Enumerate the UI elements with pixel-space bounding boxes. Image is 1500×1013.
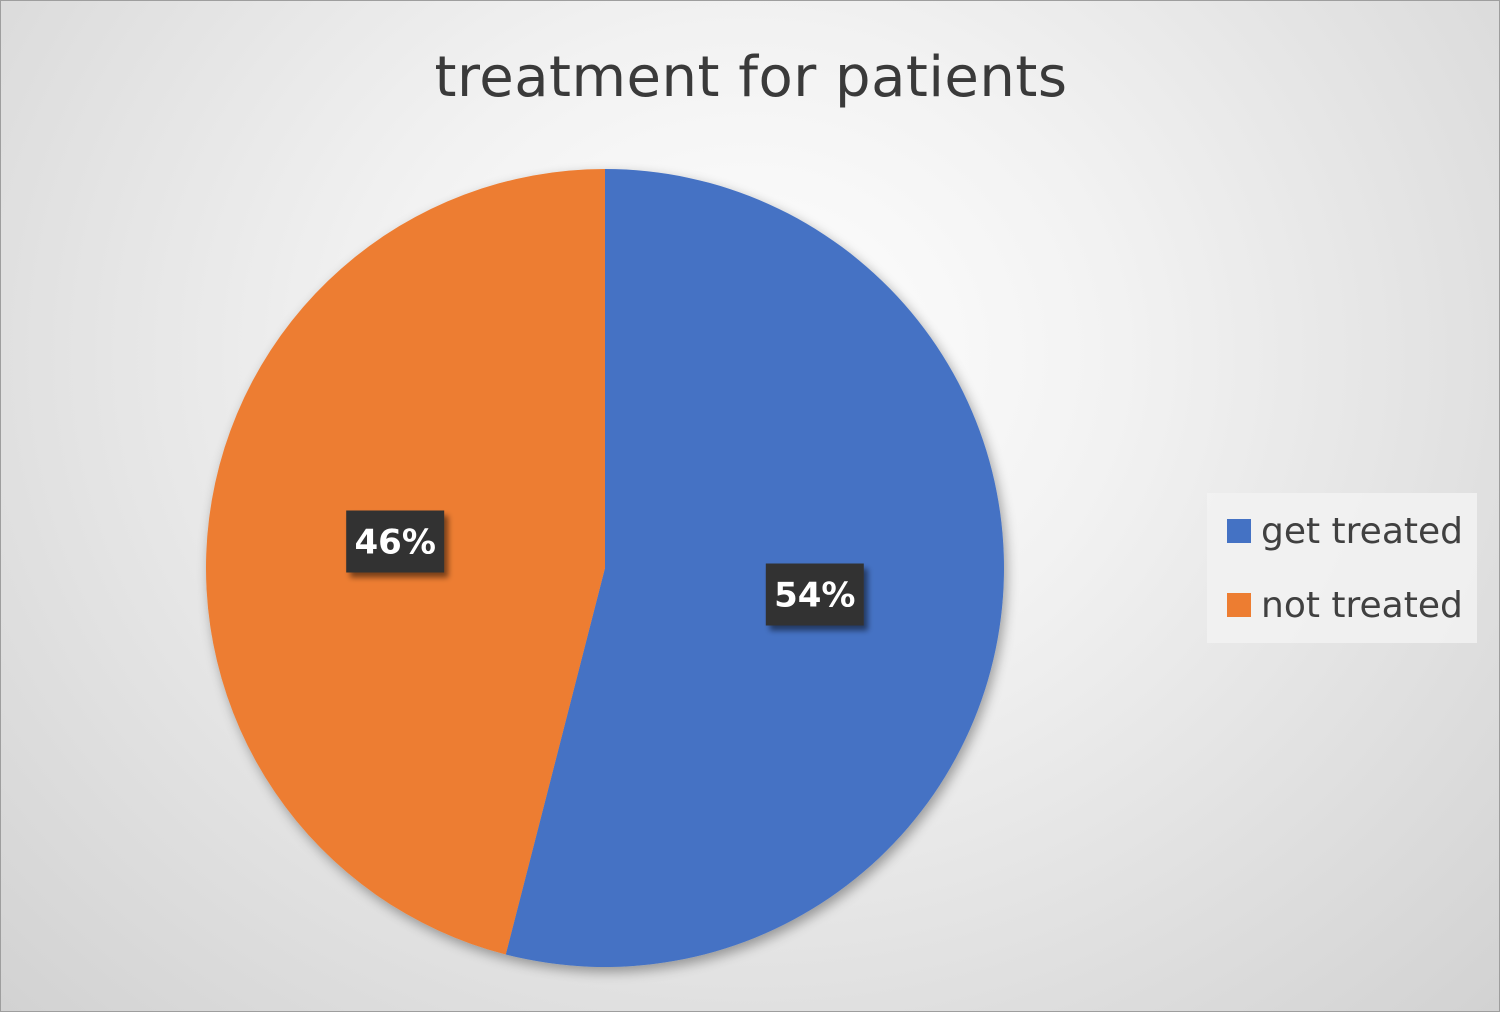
legend: get treated not treated: [1207, 493, 1477, 643]
pie-slice-get-treated: [505, 169, 1004, 967]
legend-item-not-treated: not treated: [1227, 584, 1463, 626]
data-label-not-treated: 46%: [346, 510, 445, 573]
legend-label-not-treated: not treated: [1261, 584, 1463, 626]
legend-swatch-get-treated: [1227, 519, 1251, 543]
legend-item-get-treated: get treated: [1227, 510, 1464, 552]
data-label-get-treated: 54%: [765, 563, 864, 626]
chart-title: treatment for patients: [434, 45, 1068, 110]
data-label-box-get-treated: [765, 563, 864, 626]
data-label-text-not-treated: 46%: [355, 522, 436, 562]
legend-swatch-not-treated: [1227, 593, 1251, 617]
data-label-box-not-treated: [346, 510, 445, 573]
legend-label-get-treated: get treated: [1261, 510, 1464, 552]
data-label-text-get-treated: 54%: [774, 576, 855, 616]
